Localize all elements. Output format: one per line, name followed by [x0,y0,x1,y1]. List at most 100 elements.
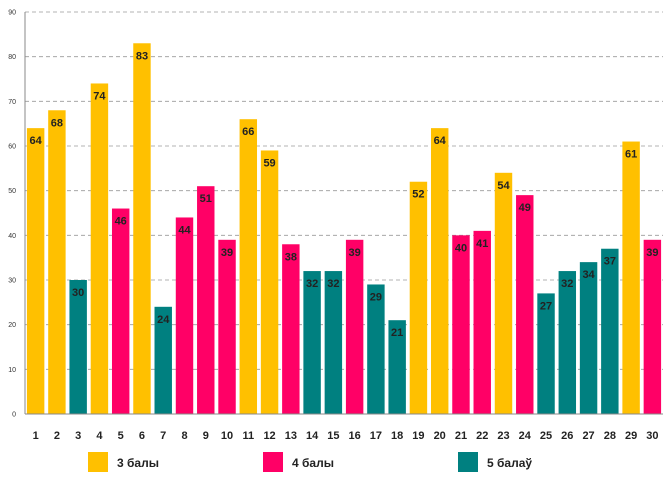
data-label-17: 29 [370,291,382,303]
data-label-28: 37 [604,256,616,268]
x-tick-label-7: 7 [160,430,166,442]
data-label-11: 66 [242,126,254,138]
data-label-7: 24 [157,314,170,326]
bar-22 [473,230,491,414]
x-tick-label-3: 3 [75,430,81,442]
x-tick-label-27: 27 [582,430,594,442]
bar-25 [537,293,555,414]
x-tick-label-10: 10 [221,430,233,442]
x-tick-label-25: 25 [540,430,552,442]
bar-24 [516,195,534,414]
legend-item-5-balau: 5 балаў [458,452,532,472]
data-label-9: 51 [200,193,212,205]
bar-10 [218,239,236,414]
x-tick-label-14: 14 [306,430,319,442]
x-tick-label-20: 20 [434,430,446,442]
bars [26,43,662,415]
x-tick-label-6: 6 [139,430,145,442]
bar-8 [175,217,194,414]
bar-6 [133,43,151,415]
x-tick-label-16: 16 [349,430,361,442]
legend-item-4-baly: 4 балы [263,452,334,472]
legend-item-3-baly: 3 балы [88,452,159,472]
bar-11 [239,119,258,414]
legend-swatch-4-baly [263,452,283,472]
bar-16 [345,239,364,414]
x-tick-label-15: 15 [327,430,339,442]
bar-13 [282,244,300,414]
x-tick-label-18: 18 [391,430,403,442]
data-label-21: 40 [455,242,467,254]
bar-4 [90,83,109,414]
bar-29 [622,141,640,415]
legend-swatch-5-balau [458,452,478,472]
x-tick-label-9: 9 [203,430,209,442]
data-label-30: 39 [646,247,658,259]
bar-14 [303,271,321,414]
legend-label-4-baly: 4 балы [292,456,334,470]
bar-28 [601,248,619,414]
bar-17 [367,284,385,414]
x-tick-label-11: 11 [242,430,254,442]
bar-2 [48,110,66,415]
bar-9 [197,186,215,414]
y-tick-label-10: 10 [8,367,16,374]
data-label-12: 59 [263,157,275,169]
bar-21 [452,235,470,414]
x-tick-label-2: 2 [54,430,60,442]
bar-26 [558,271,577,414]
data-label-4: 74 [93,90,106,102]
data-label-3: 30 [72,287,84,299]
data-label-16: 39 [349,247,361,259]
bar-3 [69,280,87,414]
data-label-20: 64 [434,135,447,147]
x-tick-label-1: 1 [33,430,39,442]
y-tick-label-50: 50 [8,188,16,195]
x-tick-labels: 1 2 3 4 5 6 7 8 9 10 11 12 13 14 15 16 17 18 19 20 21 22 23 24 2… [33,430,659,442]
data-label-13: 38 [285,251,297,263]
x-tick-label-24: 24 [519,430,532,442]
data-labels: 64 68 30 74 46 83 24 44 51 39 66 59 38 32 32 39 29 21 52 64… [30,50,659,339]
x-tick-label-23: 23 [497,430,509,442]
x-tick-label-29: 29 [625,430,637,442]
x-tick-label-12: 12 [263,430,275,442]
legend-label-5-balau: 5 балаў [487,456,532,470]
x-tick-label-21: 21 [455,430,467,442]
axes [24,12,663,415]
y-tick-labels: 0 10 20 30 40 50 60 70 80 90 [8,10,16,419]
legend: 3 балы 4 балы 5 балаў [88,452,532,472]
x-tick-label-5: 5 [118,430,124,442]
y-tick-label-60: 60 [8,144,16,151]
y-tick-label-20: 20 [8,322,16,329]
bar-20 [430,128,449,414]
x-tick-label-19: 19 [412,430,424,442]
x-tick-label-8: 8 [181,430,187,442]
data-label-22: 41 [476,238,488,250]
data-label-5: 46 [115,216,127,228]
data-label-14: 32 [306,278,318,290]
data-label-8: 44 [178,224,191,236]
y-tick-label-70: 70 [8,99,16,106]
x-tick-label-28: 28 [604,430,616,442]
data-label-26: 32 [561,278,573,290]
y-tick-label-40: 40 [8,233,16,240]
data-label-6: 83 [136,50,148,62]
y-tick-label-80: 80 [8,54,16,61]
x-tick-label-4: 4 [96,430,103,442]
y-tick-label-0: 0 [12,412,16,419]
bar-30 [643,239,662,414]
data-label-10: 39 [221,247,233,259]
bar-7 [154,306,172,414]
data-label-15: 32 [327,278,339,290]
bar-19 [409,181,428,414]
y-tick-label-90: 90 [8,10,16,17]
bar-5 [111,208,130,414]
gridlines [25,11,663,370]
x-tick-label-22: 22 [476,430,488,442]
data-label-19: 52 [412,189,424,201]
x-tick-label-30: 30 [646,430,658,442]
data-label-24: 49 [519,202,531,214]
data-label-25: 27 [540,300,552,312]
bar-15 [324,271,343,414]
